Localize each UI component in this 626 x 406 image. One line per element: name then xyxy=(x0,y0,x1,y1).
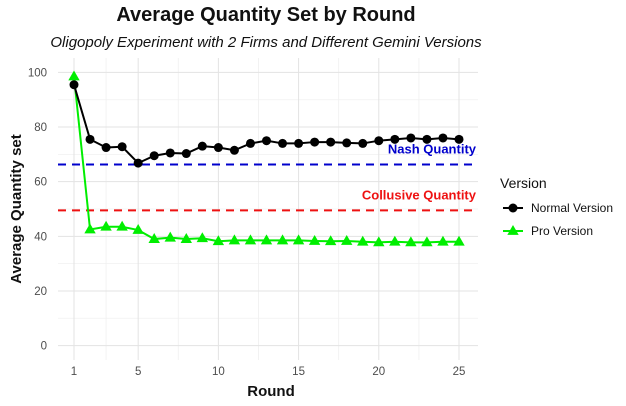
data-point xyxy=(101,143,111,153)
gridlines xyxy=(58,58,478,360)
x-tick-label: 10 xyxy=(212,366,225,378)
data-point xyxy=(438,133,448,143)
data-point xyxy=(117,142,127,152)
data-point xyxy=(165,148,175,158)
data-point xyxy=(68,70,80,81)
reference-line-label: Collusive Quantity xyxy=(362,187,477,202)
y-tick-label: 40 xyxy=(34,231,47,243)
reference-lines: Nash Quantity Collusive Quantity xyxy=(58,141,478,212)
data-point xyxy=(133,158,143,168)
data-point xyxy=(148,233,160,243)
data-point xyxy=(213,143,223,153)
legend-key-marker xyxy=(508,203,518,213)
data-point xyxy=(390,134,400,144)
x-tick-label: 25 xyxy=(453,366,466,378)
data-point xyxy=(85,134,95,144)
data-point xyxy=(197,141,207,151)
x-tick-label: 20 xyxy=(372,366,385,378)
data-point xyxy=(292,234,305,245)
data-point xyxy=(100,220,112,231)
data-point xyxy=(212,235,225,246)
x-tick-label: 15 xyxy=(292,366,305,378)
data-point xyxy=(229,145,239,155)
data-point xyxy=(164,231,176,242)
data-series xyxy=(68,70,465,247)
data-point xyxy=(405,236,417,247)
data-point xyxy=(342,138,352,148)
data-point xyxy=(149,151,159,161)
chart-subtitle: Oligopoly Experiment with 2 Firms and Di… xyxy=(50,34,482,51)
data-point xyxy=(421,236,433,247)
data-point xyxy=(453,235,465,246)
data-point xyxy=(341,234,353,245)
x-axis-title: Round xyxy=(247,383,294,400)
data-point xyxy=(326,137,336,147)
y-tick-label: 80 xyxy=(34,122,47,134)
data-point xyxy=(422,134,432,144)
y-tick-label: 60 xyxy=(34,177,47,189)
chart-title: Average Quantity Set by Round xyxy=(116,4,416,26)
data-point xyxy=(357,235,369,246)
legend: Version Normal Version Pro Version xyxy=(500,175,613,238)
series-line xyxy=(73,76,459,244)
data-point xyxy=(324,235,337,246)
data-point xyxy=(181,149,191,159)
data-point xyxy=(454,134,464,144)
data-point xyxy=(358,138,368,148)
data-point xyxy=(374,136,384,146)
reference-line-label: Nash Quantity xyxy=(388,141,477,156)
x-tick-label: 5 xyxy=(135,366,141,378)
data-point xyxy=(373,236,385,247)
y-tick-label: 100 xyxy=(28,67,47,79)
data-point xyxy=(294,138,304,148)
data-point xyxy=(276,234,289,245)
data-point xyxy=(262,136,271,146)
data-point xyxy=(245,138,255,148)
data-point xyxy=(437,235,449,246)
data-point xyxy=(310,137,320,147)
data-point xyxy=(308,234,321,245)
data-point xyxy=(69,80,79,90)
y-tick-label: 0 xyxy=(41,341,47,353)
x-tick-label: 1 xyxy=(71,366,77,378)
y-axis-title: Average Quantity set xyxy=(8,134,25,284)
data-point xyxy=(260,234,273,245)
legend-label: Normal Version xyxy=(531,201,613,215)
data-point xyxy=(278,138,288,148)
data-point xyxy=(116,220,128,231)
data-point xyxy=(389,235,401,246)
data-point xyxy=(406,133,416,143)
y-tick-label: 20 xyxy=(34,286,47,298)
legend-key-marker xyxy=(507,225,519,235)
legend-title: Version xyxy=(500,175,547,191)
data-point xyxy=(244,234,257,245)
legend-label: Pro Version xyxy=(531,224,593,238)
data-point xyxy=(84,223,96,234)
data-point xyxy=(228,234,241,245)
data-point xyxy=(196,232,209,243)
data-point xyxy=(132,224,144,234)
data-point xyxy=(180,233,192,243)
